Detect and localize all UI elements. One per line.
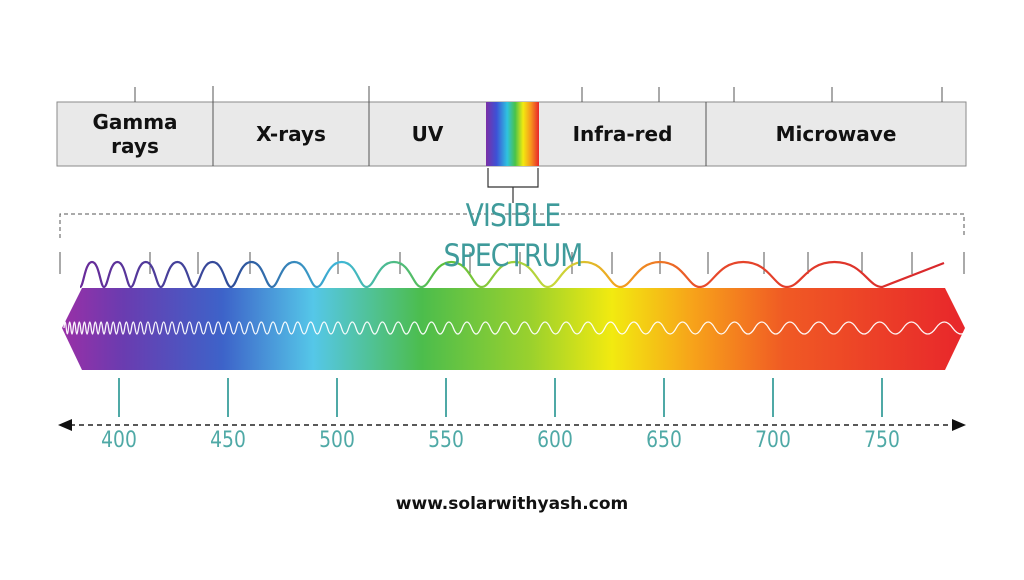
band-top-ticks <box>134 87 943 102</box>
wavelength-label: 450 <box>210 428 246 453</box>
spectrum-bar <box>62 288 965 370</box>
colored-wave <box>78 260 945 289</box>
website-url: www.solarwithyash.com <box>395 494 629 514</box>
band-label-infrared: Infra-red <box>572 122 673 146</box>
visible-bracket <box>487 168 539 203</box>
wavelength-label: 500 <box>319 428 355 453</box>
band-label-xrays: X-rays <box>256 122 326 146</box>
band-label-microwave: Microwave <box>775 122 897 146</box>
wavelength-label: 750 <box>864 428 900 453</box>
visible-spectrum-title: VISIBLE SPECTRUM <box>443 198 584 274</box>
wavelength-label: 400 <box>101 428 137 453</box>
wavelength-label: 700 <box>755 428 791 453</box>
arrowhead-left-icon <box>58 419 72 431</box>
visible-band-rainbow <box>486 102 539 166</box>
band-label-gamma: Gamma rays <box>92 110 178 158</box>
visible-dashed-frame <box>59 213 965 238</box>
band-label-uv: UV <box>411 122 444 146</box>
spectrum-white-wave <box>63 321 971 335</box>
band-bar <box>56 86 967 203</box>
arrowhead-right-icon <box>952 419 966 431</box>
wavelength-label: 600 <box>537 428 573 453</box>
wavelength-ticks <box>118 378 883 417</box>
wavelength-label: 650 <box>646 428 682 453</box>
wavelength-label: 550 <box>428 428 464 453</box>
